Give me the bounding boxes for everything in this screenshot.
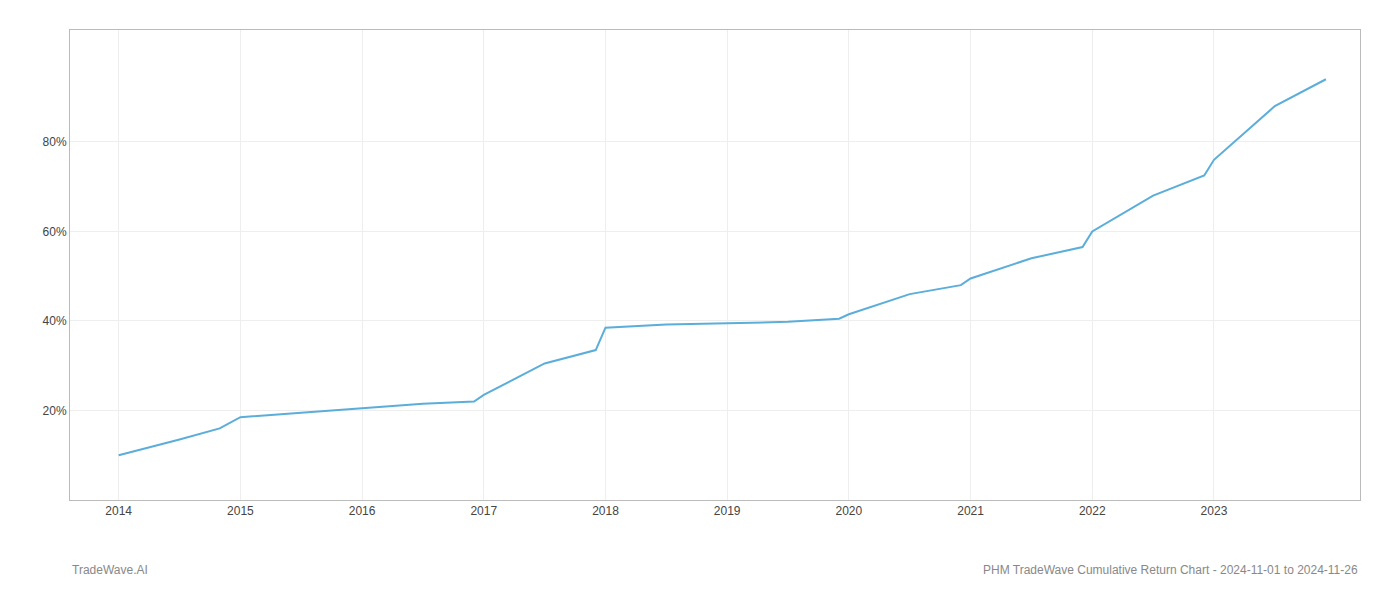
- svg-text:60%: 60%: [43, 225, 67, 239]
- svg-text:80%: 80%: [43, 135, 67, 149]
- svg-text:2017: 2017: [470, 504, 497, 518]
- svg-text:PHM TradeWave Cumulative Retur: PHM TradeWave Cumulative Return Chart - …: [983, 563, 1358, 577]
- svg-text:2021: 2021: [957, 504, 984, 518]
- svg-text:20%: 20%: [43, 404, 67, 418]
- svg-text:2015: 2015: [227, 504, 254, 518]
- svg-text:2018: 2018: [592, 504, 619, 518]
- svg-text:2014: 2014: [105, 504, 132, 518]
- svg-text:2019: 2019: [714, 504, 741, 518]
- svg-text:2022: 2022: [1079, 504, 1106, 518]
- svg-text:2016: 2016: [349, 504, 376, 518]
- svg-text:2020: 2020: [836, 504, 863, 518]
- svg-text:40%: 40%: [43, 314, 67, 328]
- svg-text:2023: 2023: [1201, 504, 1228, 518]
- svg-text:TradeWave.AI: TradeWave.AI: [72, 563, 148, 577]
